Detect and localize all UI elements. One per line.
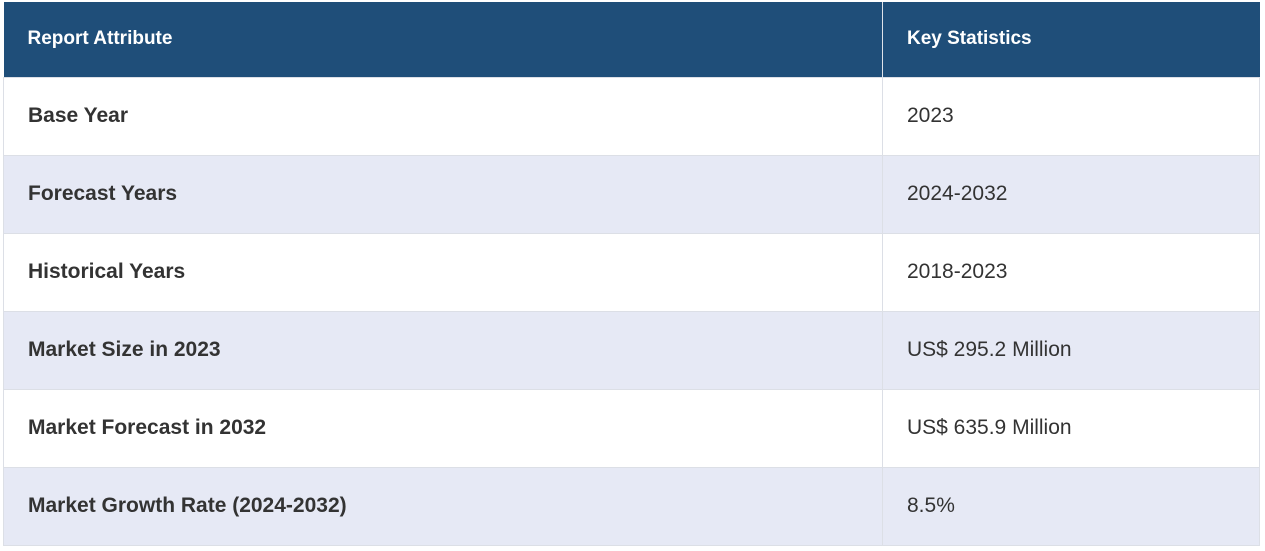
row-value: US$ 295.2 Million — [882, 310, 1260, 390]
header-row: Report Attribute Key Statistics — [3, 2, 1260, 77]
row-attribute: Market Size in 2023 — [3, 310, 883, 390]
header-report-attribute: Report Attribute — [3, 2, 883, 77]
row-value: 2024-2032 — [882, 154, 1260, 234]
row-value: US$ 635.9 Million — [882, 388, 1260, 468]
table-row: Base Year 2023 — [3, 76, 1260, 156]
table-row: Market Forecast in 2032 US$ 635.9 Millio… — [3, 388, 1260, 468]
table-header: Report Attribute Key Statistics — [3, 2, 1260, 77]
table-row: Forecast Years 2024-2032 — [3, 154, 1260, 234]
row-attribute: Market Growth Rate (2024-2032) — [3, 466, 883, 546]
row-attribute: Historical Years — [3, 232, 883, 312]
report-statistics-table: Report Attribute Key Statistics Base Yea… — [3, 2, 1260, 546]
row-value: 2023 — [882, 76, 1260, 156]
report-table-container: Report Attribute Key Statistics Base Yea… — [3, 2, 1260, 546]
table-row: Market Size in 2023 US$ 295.2 Million — [3, 310, 1260, 390]
row-value: 8.5% — [882, 466, 1260, 546]
table-row: Historical Years 2018-2023 — [3, 232, 1260, 312]
row-value: 2018-2023 — [882, 232, 1260, 312]
header-key-statistics: Key Statistics — [882, 2, 1260, 77]
table-body: Base Year 2023 Forecast Years 2024-2032 … — [3, 76, 1260, 546]
row-attribute: Forecast Years — [3, 154, 883, 234]
row-attribute: Base Year — [3, 76, 883, 156]
row-attribute: Market Forecast in 2032 — [3, 388, 883, 468]
table-row: Market Growth Rate (2024-2032) 8.5% — [3, 466, 1260, 546]
